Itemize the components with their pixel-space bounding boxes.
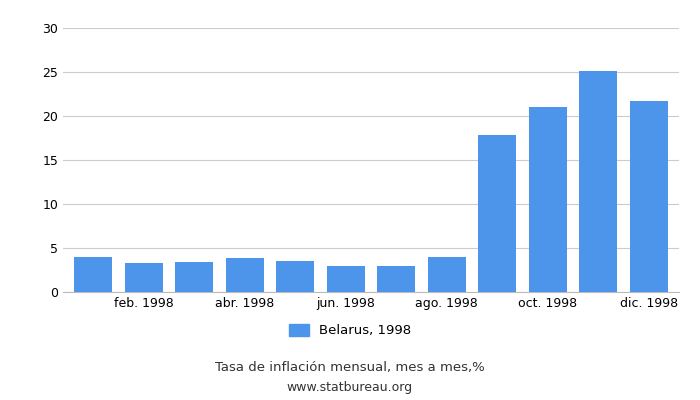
Bar	[580, 71, 617, 292]
Bar	[175, 262, 214, 292]
Bar	[528, 107, 567, 292]
Bar	[630, 101, 668, 292]
Bar	[226, 258, 264, 292]
Bar	[327, 266, 365, 292]
Text: Tasa de inflación mensual, mes a mes,%: Tasa de inflación mensual, mes a mes,%	[215, 362, 485, 374]
Bar	[428, 257, 466, 292]
Bar	[377, 266, 415, 292]
Bar	[74, 257, 112, 292]
Bar	[478, 135, 516, 292]
Bar	[125, 263, 162, 292]
Legend: Belarus, 1998: Belarus, 1998	[289, 324, 411, 338]
Text: www.statbureau.org: www.statbureau.org	[287, 382, 413, 394]
Bar	[276, 261, 314, 292]
